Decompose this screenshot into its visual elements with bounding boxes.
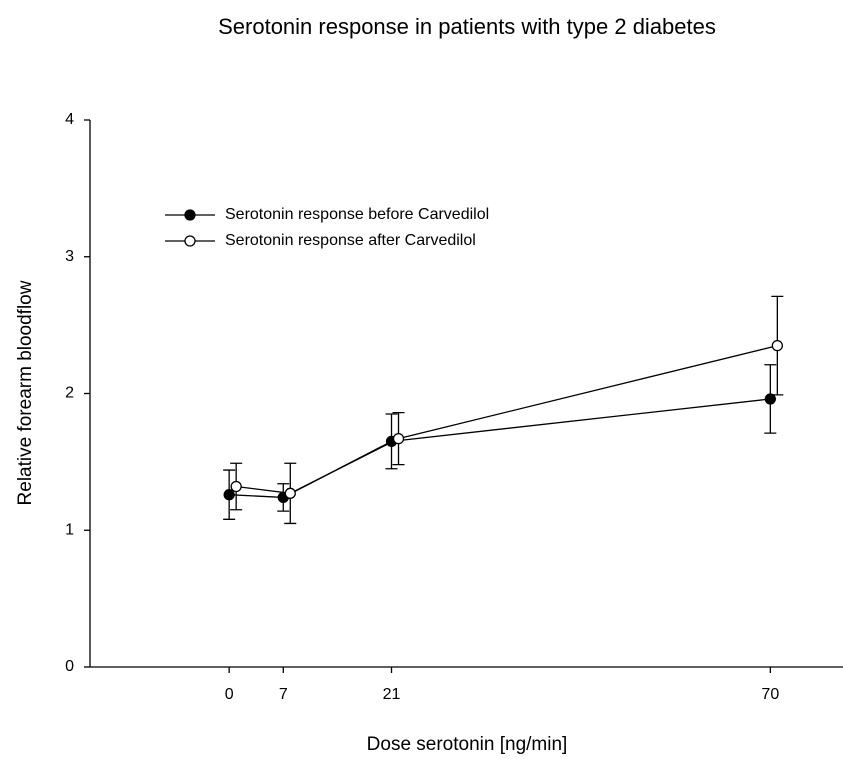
x-tick-label: 70: [761, 686, 779, 703]
legend-label: Serotonin response after Carvedilol: [225, 232, 476, 249]
chart-title: Serotonin response in patients with type…: [218, 14, 716, 39]
x-tick-label: 0: [225, 686, 234, 703]
point: [284, 487, 296, 499]
series-line: [236, 345, 778, 494]
point: [223, 489, 235, 501]
y-tick-label: 4: [65, 111, 74, 128]
point: [392, 432, 405, 445]
y-axis-label: Relative forearm bloodflow: [15, 280, 36, 505]
y-tick-label: 2: [65, 385, 74, 402]
x-tick-label: 21: [383, 686, 401, 703]
y-tick-label: 3: [65, 248, 74, 265]
legend-marker: [184, 209, 196, 221]
y-tick-label: 1: [65, 521, 74, 538]
legend-marker: [184, 235, 196, 247]
x-tick-label: 7: [279, 686, 288, 703]
legend-label: Serotonin response before Carvedilol: [225, 206, 489, 223]
point: [764, 393, 776, 405]
x-axis-label: Dose serotonin [ng/min]: [367, 734, 568, 755]
y-tick-label: 0: [65, 658, 74, 675]
point: [771, 339, 783, 352]
point: [230, 480, 242, 493]
